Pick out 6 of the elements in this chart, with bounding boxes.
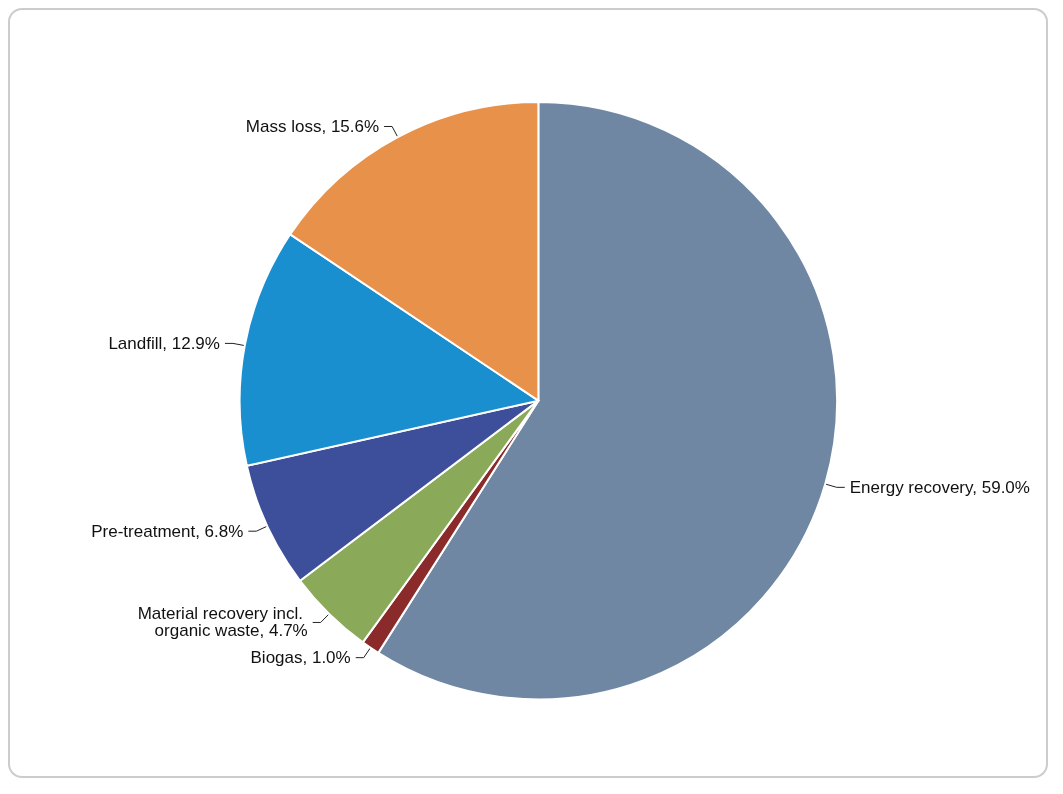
slice-label: Mass loss, 15.6%: [245, 117, 380, 136]
slice-label: Energy recovery, 59.0%: [849, 477, 1030, 497]
slice-label: Pre-treatment, 6.8%: [91, 521, 244, 541]
slice-label: Material recovery incl. organic waste, 4.7%: [137, 604, 308, 641]
slice-label: Landfill, 12.9%: [108, 333, 220, 353]
slice-label: Biogas, 1.0%: [250, 648, 351, 668]
